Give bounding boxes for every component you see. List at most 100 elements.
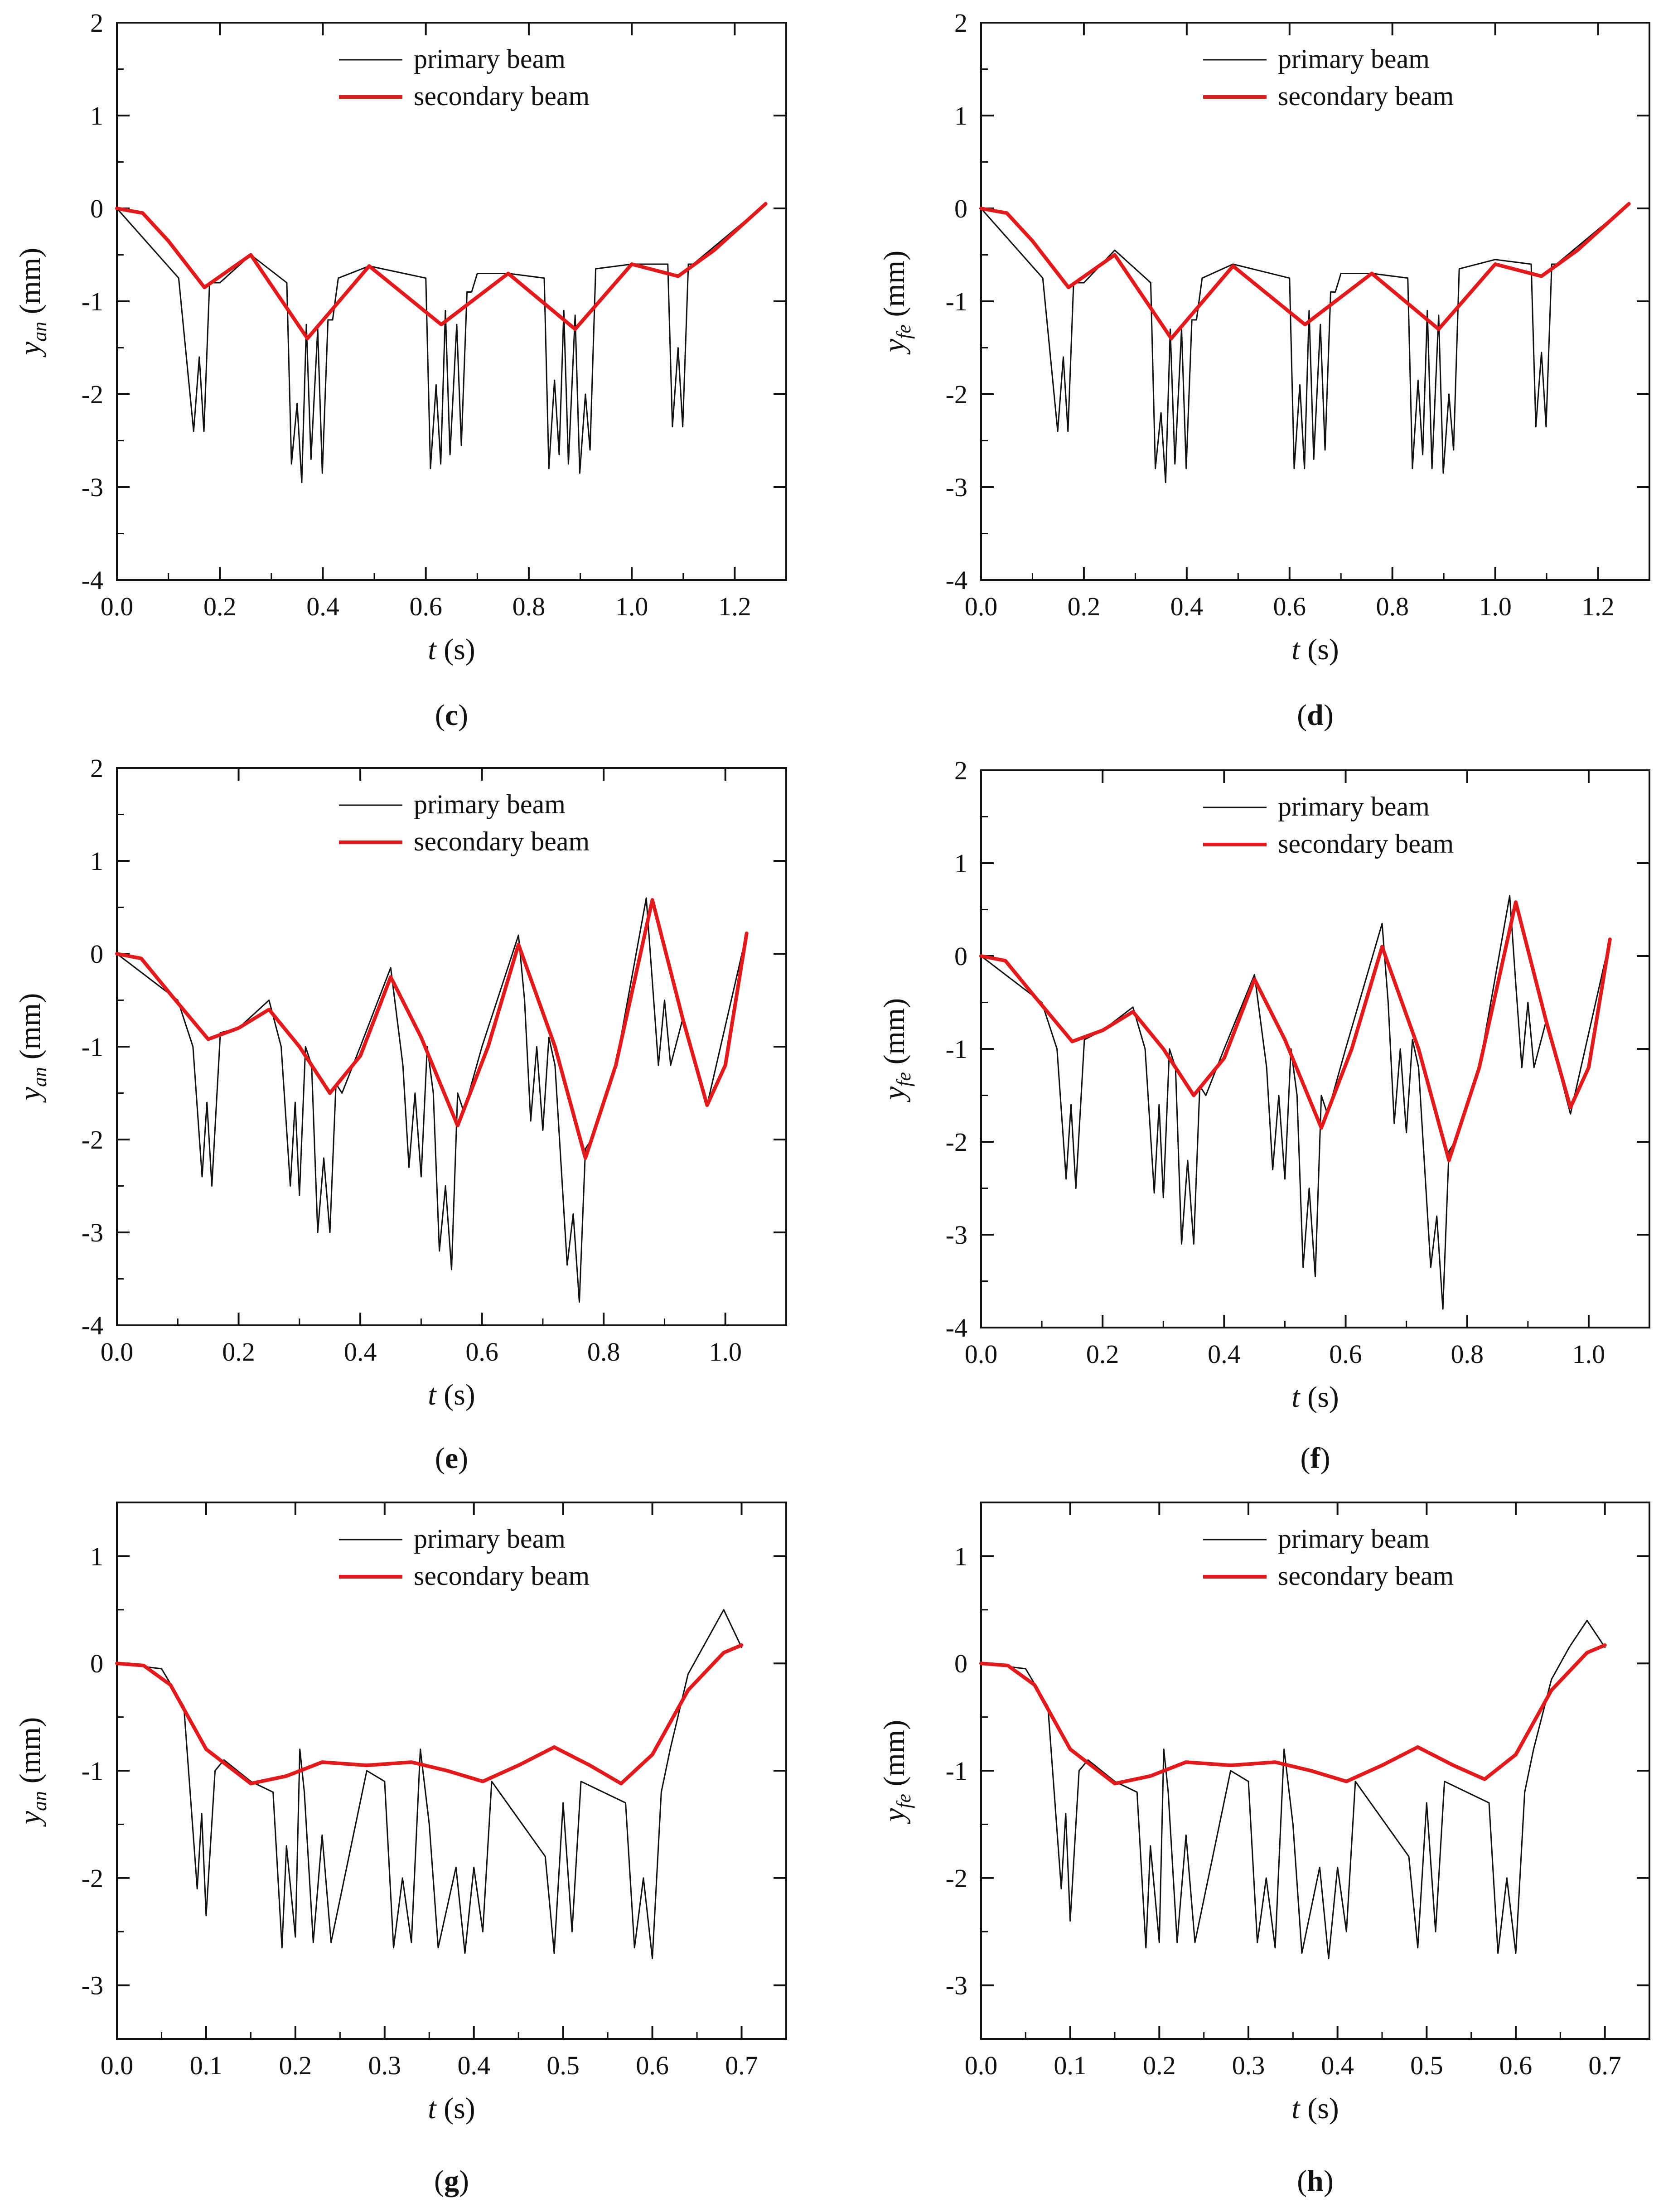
x-tick-label: 0.7	[725, 2051, 758, 2080]
panel-label-close: )	[1324, 699, 1334, 732]
panel-e: 0.0 0.2 0.4 0.6 0.8 1.0 2 1 0 -1 -2 -3 -4 t (s) yan (m…	[14, 753, 787, 1475]
x-axis-label-unit: (s)	[1300, 2092, 1339, 2125]
y-tick-label: -4	[946, 1313, 967, 1343]
panel-label: (f)	[1301, 1442, 1330, 1475]
y-axis-label: yan (mm)	[14, 993, 51, 1103]
x-tick-label: 1.0	[709, 1337, 742, 1367]
x-tick-label: 0.8	[1376, 592, 1409, 621]
y-tick-label: -3	[946, 473, 967, 502]
x-tick-label: 0.0	[101, 2051, 134, 2080]
x-tick-label: 0.0	[101, 1337, 134, 1367]
y-axis-label-unit: (mm)	[878, 251, 911, 324]
y-tick-label: 2	[90, 8, 103, 38]
panel-h: 0.0 0.1 0.2 0.3 0.4 0.5 0.6 0.7 1 0 -1 -2 -3 t (s) yfe…	[878, 1502, 1650, 2198]
x-axis-label: t (s)	[1291, 633, 1339, 666]
panel-label-letter: c	[445, 699, 458, 732]
x-tick-label: 0.4	[344, 1337, 377, 1367]
y-tick-label: 0	[90, 194, 103, 223]
y-axis-label-var: y	[878, 1086, 911, 1102]
x-tick-label: 0.6	[465, 1337, 498, 1367]
y-axis-label: yfe (mm)	[878, 1720, 915, 1824]
series-line-primary-beam	[980, 203, 1630, 483]
x-tick-label: 0.4	[1208, 1339, 1241, 1369]
y-axis-label-var: y	[878, 338, 911, 355]
panel-label: (h)	[1297, 2164, 1334, 2198]
x-axis-label-unit: (s)	[1300, 1381, 1339, 1414]
x-tick-label: 1.2	[718, 592, 751, 621]
x-tick-label: 0.4	[457, 2051, 490, 2080]
y-axis-label-sub: an	[29, 1067, 51, 1087]
y-axis-label-unit: (mm)	[14, 248, 47, 322]
legend-label-secondary: secondary beam	[1278, 829, 1454, 859]
y-tick-label: 2	[954, 8, 967, 38]
legend-label-primary: primary beam	[414, 44, 566, 74]
y-tick-label: 0	[954, 194, 967, 223]
x-axis-label-var: t	[1291, 2092, 1301, 2125]
x-tick-label: 1.0	[1479, 592, 1512, 621]
y-axis-label-sub: fe	[893, 1072, 915, 1087]
x-axis-label: t (s)	[1291, 2092, 1339, 2125]
x-tick-label: 1.0	[1572, 1339, 1605, 1369]
y-tick-label: -2	[946, 1127, 967, 1157]
y-axis-label-unit: (mm)	[878, 998, 911, 1072]
y-tick-label: 1	[954, 1541, 967, 1571]
y-tick-label: -2	[946, 380, 967, 409]
legend-label-primary: primary beam	[414, 789, 566, 819]
y-axis-label-sub: fe	[893, 1794, 915, 1808]
y-axis-label-sub: fe	[893, 324, 915, 339]
x-axis-label-unit: (s)	[436, 633, 475, 666]
x-tick-label: 0.3	[368, 2051, 401, 2080]
legend-label-secondary: secondary beam	[1278, 81, 1454, 111]
series-line-primary-beam	[116, 897, 748, 1303]
x-tick-label: 0.6	[409, 592, 442, 621]
panel-label: (c)	[435, 699, 468, 732]
y-tick-label: -1	[946, 287, 967, 316]
y-tick-label: -2	[82, 380, 103, 409]
legend-label-primary: primary beam	[414, 1524, 566, 1554]
panel-label-close: )	[458, 699, 468, 732]
x-tick-label: 1.0	[615, 592, 648, 621]
panel-label-letter: f	[1310, 1442, 1321, 1475]
y-axis-label-unit: (mm)	[14, 993, 47, 1067]
series-line-primary-beam	[980, 895, 1611, 1310]
panel-label-letter: e	[445, 1442, 458, 1475]
x-tick-label: 0.8	[513, 592, 546, 621]
x-tick-label: 1.2	[1581, 592, 1615, 621]
x-tick-label: 0.6	[1329, 1339, 1362, 1369]
y-axis-label-var: y	[14, 1087, 47, 1103]
legend-label-primary: primary beam	[1278, 44, 1430, 74]
legend-label-secondary: secondary beam	[414, 826, 590, 856]
y-tick-label: 1	[90, 101, 103, 130]
y-tick-label: 0	[954, 942, 967, 971]
panel-label-open: (	[434, 2164, 444, 2198]
y-tick-label: 0	[90, 939, 103, 969]
x-axis-label: t (s)	[428, 633, 475, 666]
panel-label: (e)	[435, 1442, 468, 1475]
panel-label-letter: g	[444, 2164, 459, 2198]
panel-label: (d)	[1297, 699, 1334, 732]
y-axis-label: yan (mm)	[14, 1717, 51, 1827]
series-line-secondary-beam	[115, 202, 768, 340]
x-axis-label-unit: (s)	[1300, 633, 1339, 666]
x-tick-label: 0.5	[546, 2051, 580, 2080]
panel-label-open: (	[1301, 1442, 1310, 1475]
panel-label-letter: d	[1307, 699, 1324, 732]
x-axis-label-var: t	[428, 2092, 437, 2125]
y-tick-label: -2	[82, 1125, 103, 1154]
y-axis-label-var: y	[14, 1811, 47, 1827]
y-tick-label: -2	[946, 1864, 967, 1893]
panel-label-open: (	[435, 699, 445, 732]
x-tick-label: 0.2	[222, 1337, 255, 1367]
panel-label-open: (	[435, 1442, 445, 1475]
series-line-secondary-beam	[115, 898, 749, 1160]
panel-label-close: )	[1324, 2164, 1334, 2198]
y-tick-label: -3	[946, 1971, 967, 2000]
y-tick-label: 2	[954, 756, 967, 785]
panel-label-close: )	[458, 1442, 468, 1475]
y-tick-label: -4	[82, 565, 103, 595]
x-tick-label: 0.2	[203, 592, 237, 621]
y-axis-label-unit: (mm)	[14, 1717, 47, 1791]
y-axis-label-var: y	[878, 1808, 911, 1824]
y-tick-label: -1	[82, 1032, 103, 1062]
y-tick-label: 1	[954, 101, 967, 130]
